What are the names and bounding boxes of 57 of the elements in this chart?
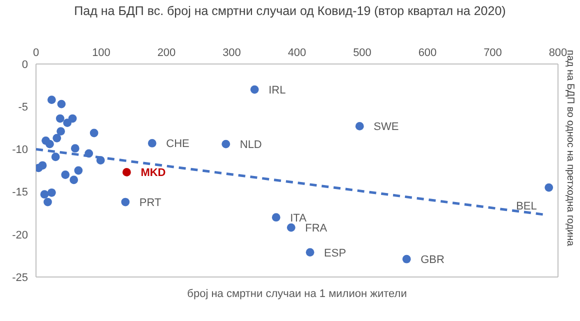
point	[74, 166, 83, 175]
point	[56, 127, 65, 136]
y-tick-label: -20	[12, 229, 28, 242]
x-tick-label: 700	[484, 47, 502, 59]
point	[57, 100, 66, 108]
annotation: GBR	[420, 254, 445, 266]
point	[47, 188, 56, 197]
point	[56, 114, 64, 123]
point	[38, 161, 47, 170]
y-tick-label: 0	[22, 58, 28, 71]
chart-title: Пад на БДП вс. број на смртни случаи од Ковид-19 (втор квартал на 2020)	[73, 4, 507, 18]
x-tick-label: 200	[157, 47, 176, 59]
point	[286, 223, 296, 232]
point	[544, 183, 554, 192]
point	[40, 190, 49, 199]
annotation: ITA	[290, 212, 308, 224]
point	[44, 198, 52, 206]
point	[122, 168, 131, 176]
point	[90, 128, 98, 138]
point	[222, 140, 230, 148]
annotation: IRL	[268, 84, 286, 97]
point	[47, 96, 56, 104]
point	[70, 144, 80, 153]
annotation: MKD	[140, 167, 166, 180]
point	[51, 152, 60, 162]
y-tick-label: -5	[18, 102, 28, 114]
point	[306, 248, 314, 256]
annotation: FRA	[305, 222, 328, 235]
x-tick-label: 600	[418, 47, 437, 59]
point	[402, 254, 411, 264]
point	[70, 176, 78, 184]
x-tick-label: 300	[222, 47, 241, 59]
point	[63, 118, 72, 127]
annotation: CHE	[166, 138, 190, 150]
x-tick-label: 500	[353, 47, 372, 59]
point	[52, 134, 62, 142]
annotation: BEL	[516, 200, 537, 213]
x-tick-label: 800	[548, 47, 568, 59]
annotation: NLD	[240, 139, 262, 152]
point	[46, 140, 54, 148]
y-tick-label: -10	[12, 144, 28, 156]
x-axis-title: број на смртни случаи на 1 милион жители	[187, 288, 407, 300]
point	[272, 213, 280, 222]
point	[61, 170, 70, 179]
y-tick-label: -25	[12, 272, 28, 284]
x-tick-label: 0	[32, 47, 40, 59]
annotation: PRT	[139, 197, 162, 210]
point	[121, 198, 130, 206]
y-tick-label: -15	[12, 186, 28, 199]
point	[148, 139, 156, 148]
annotation: ESP	[324, 247, 346, 260]
x-tick-label: 400	[288, 47, 306, 59]
point	[355, 122, 364, 130]
y-axis-title: пад на БДП во однос на претходна година	[564, 50, 576, 247]
point	[250, 85, 259, 94]
annotation: SWE	[374, 121, 399, 134]
x-tick-label: 100	[92, 47, 110, 59]
